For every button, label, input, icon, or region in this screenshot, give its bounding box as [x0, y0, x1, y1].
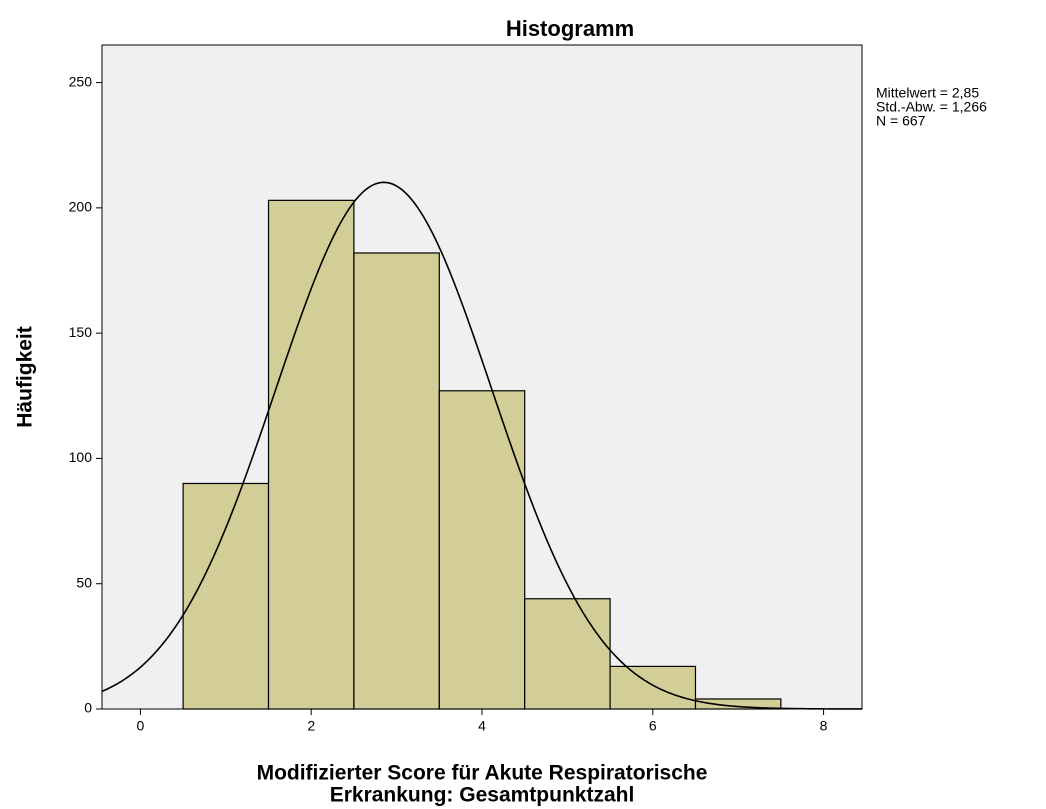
bar — [524, 598, 611, 710]
stats-label: Std.-Abw. = 1,266 — [876, 99, 987, 115]
x-axis-label: Erkrankung: Gesamtpunktzahl — [330, 784, 635, 807]
x-tick-label: 6 — [649, 718, 657, 734]
x-axis-label: Modifizierter Score für Akute Respirator… — [257, 762, 708, 785]
normal-curve — [101, 181, 862, 710]
stats-label: N = 667 — [876, 113, 926, 129]
x-tick-label: 2 — [307, 718, 315, 734]
bar — [438, 390, 526, 710]
bar — [353, 252, 440, 710]
x-tick-label: 4 — [478, 718, 486, 734]
y-tick-label: 100 — [69, 449, 93, 465]
y-axis-label: Häufigkeit — [14, 326, 37, 428]
chart-title: Histogramm — [506, 16, 634, 41]
bar — [694, 698, 782, 710]
y-tick-label: 150 — [69, 324, 93, 340]
stats-label: Mittelwert = 2,85 — [876, 85, 979, 101]
y-tick-label: 250 — [69, 73, 93, 89]
bar — [609, 665, 697, 710]
y-tick-label: 200 — [69, 199, 93, 215]
bar — [182, 482, 270, 710]
bar — [267, 199, 355, 710]
x-tick-label: 8 — [820, 718, 828, 734]
y-tick-label: 50 — [76, 574, 92, 590]
x-tick-label: 0 — [137, 718, 145, 734]
y-tick-label: 0 — [84, 700, 92, 716]
